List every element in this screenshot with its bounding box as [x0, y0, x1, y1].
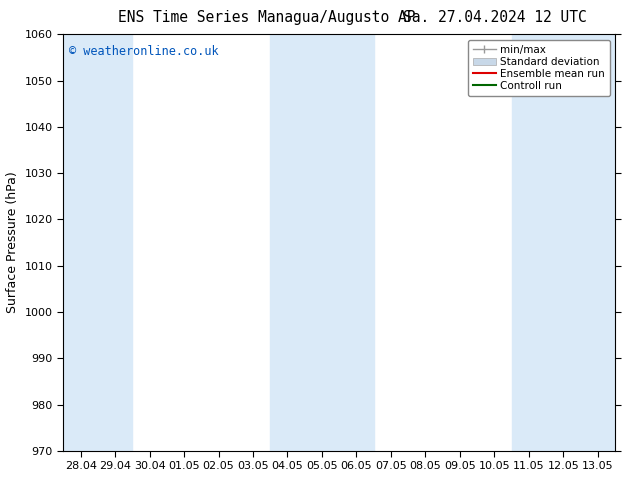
Text: © weatheronline.co.uk: © weatheronline.co.uk	[69, 45, 219, 58]
Text: Sa. 27.04.2024 12 UTC: Sa. 27.04.2024 12 UTC	[403, 10, 586, 25]
Bar	[512, 34, 632, 451]
Bar	[63, 34, 133, 451]
Legend: min/max, Standard deviation, Ensemble mean run, Controll run: min/max, Standard deviation, Ensemble me…	[467, 40, 610, 96]
Bar	[270, 34, 373, 451]
Y-axis label: Surface Pressure (hPa): Surface Pressure (hPa)	[6, 172, 19, 314]
Text: ENS Time Series Managua/Augusto AP: ENS Time Series Managua/Augusto AP	[117, 10, 415, 25]
